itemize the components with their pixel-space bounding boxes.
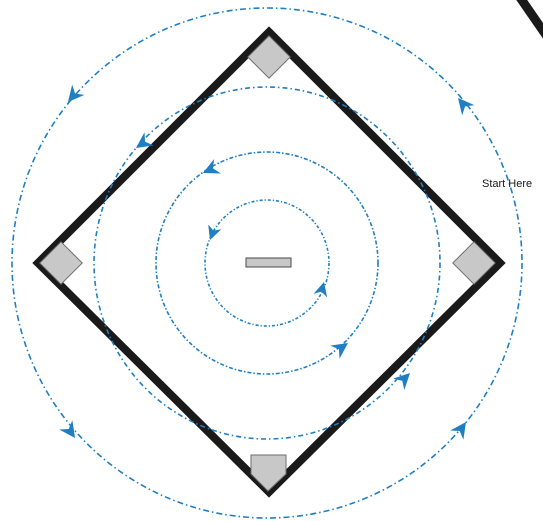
arrow-icon — [450, 422, 466, 440]
second-base — [247, 35, 291, 79]
arrow-icon — [68, 84, 85, 102]
arrow-icon — [203, 158, 221, 174]
middle-loop — [93, 86, 441, 440]
arrow-icon — [59, 420, 75, 438]
arrow-icon — [393, 373, 410, 390]
pitcher-rubber — [245, 257, 292, 268]
first-base — [452, 241, 496, 285]
third-base — [39, 241, 83, 285]
arrow-icon — [208, 224, 222, 240]
arrow-icon — [136, 132, 154, 148]
home-plate — [250, 454, 287, 492]
arrow-icon — [330, 343, 348, 359]
running-paths — [11, 7, 523, 519]
start-here-label: Start Here — [482, 178, 533, 190]
innermost-loop — [204, 199, 330, 327]
inner-loop — [155, 151, 379, 375]
corner-edge-line — [516, 0, 543, 39]
arrow-icon — [313, 282, 328, 298]
outer-loop — [11, 7, 523, 519]
arrow-icon — [458, 98, 475, 116]
direction-arrows — [59, 84, 475, 440]
